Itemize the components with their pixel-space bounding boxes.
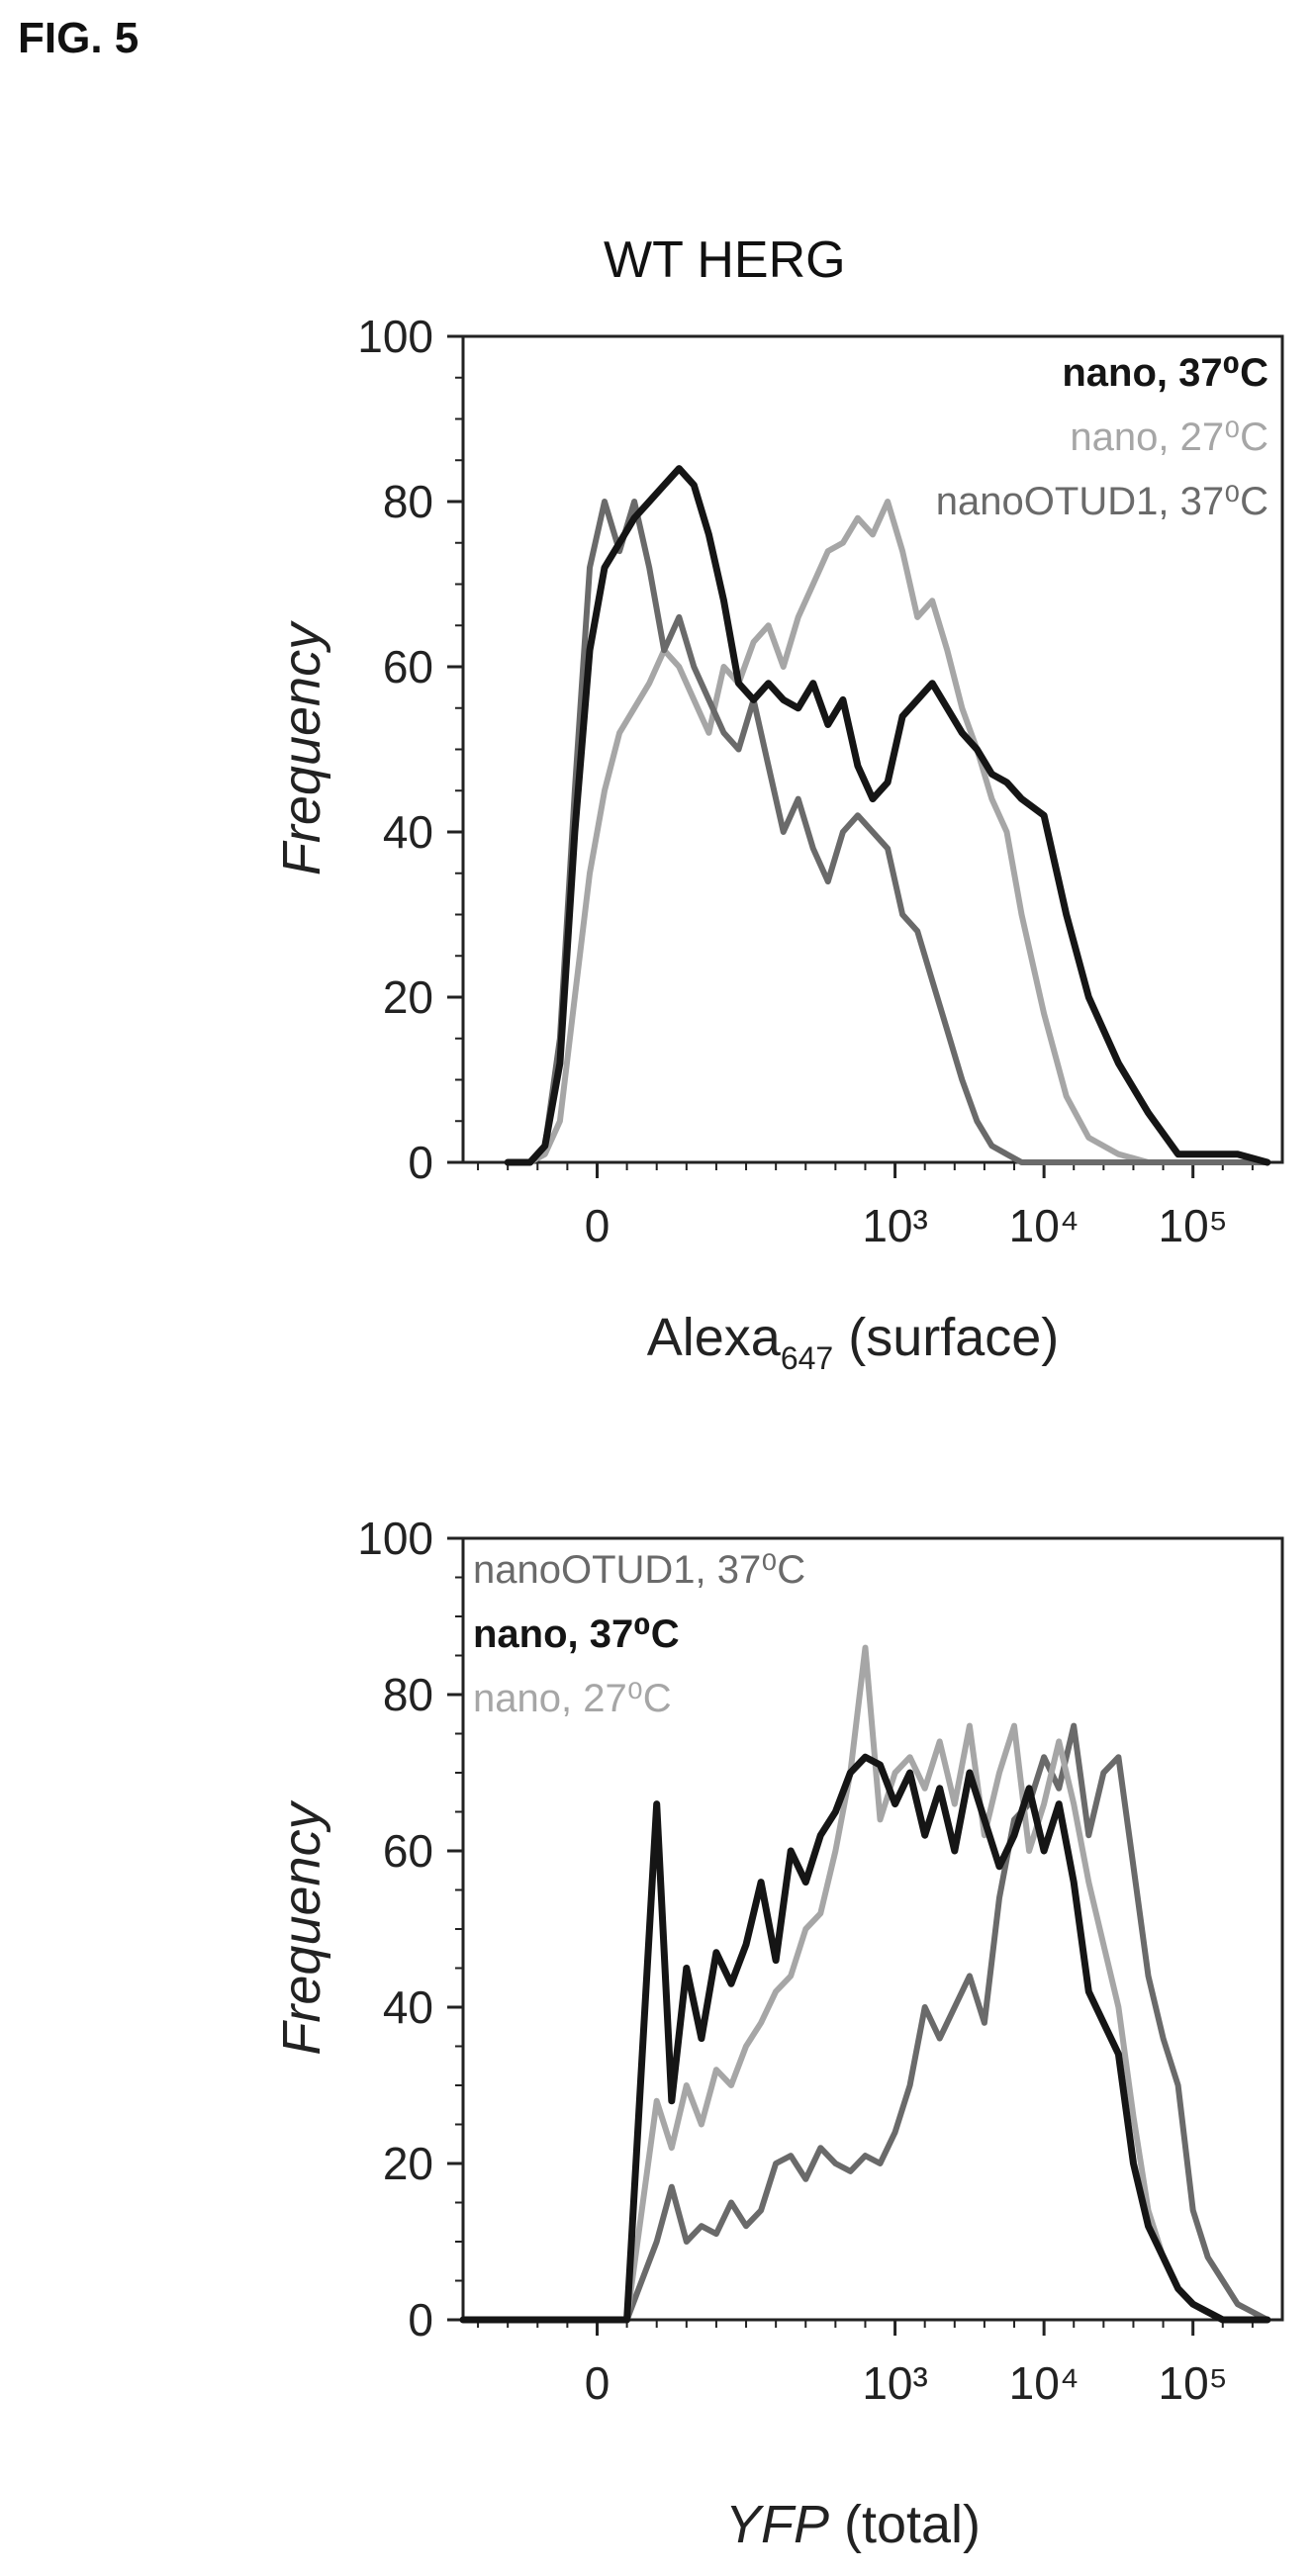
y-axis-label: Frequency bbox=[272, 1799, 331, 2055]
y-tick-label: 0 bbox=[408, 2294, 433, 2346]
x-tick-label: 0 bbox=[585, 1200, 610, 1251]
y-tick-label: 80 bbox=[383, 476, 433, 527]
y-tick-label: 100 bbox=[357, 1513, 433, 1564]
legend-entry: nano, 37⁰C bbox=[473, 1612, 680, 1656]
series-line-nanootud1-37-c bbox=[460, 1722, 1270, 2323]
x-axis-label: Alexa647 (surface) bbox=[647, 1308, 1060, 1376]
chart-title: WT HERG bbox=[604, 231, 846, 289]
series-line-nano-37-c bbox=[504, 465, 1271, 1166]
series-line-nano-27-c bbox=[505, 499, 1270, 1165]
plot-frame bbox=[461, 334, 1284, 1164]
legend-entry: nanoOTUD1, 37⁰C bbox=[473, 1548, 805, 1592]
y-tick-label: 40 bbox=[383, 806, 433, 858]
chart-panel-2: 0 20 40 60 80 100 0 10³ 10⁴ 10⁵ Frequency YFP (tota… bbox=[272, 1513, 1284, 2554]
y-tick-label: 60 bbox=[383, 641, 433, 692]
x-axis-label: YFP (total) bbox=[725, 2495, 981, 2554]
y-tick-label: 60 bbox=[383, 1825, 433, 1877]
y-tick-label: 100 bbox=[357, 311, 433, 362]
series-line-nanootud1-37-c bbox=[505, 499, 1270, 1165]
legend-entry: nano, 37⁰C bbox=[1062, 351, 1268, 395]
y-tick-label: 0 bbox=[408, 1137, 433, 1188]
x-tick-label: 10³ bbox=[862, 1200, 927, 1251]
legend-entry: nano, 27⁰C bbox=[473, 1677, 672, 1720]
x-tick-label: 10⁴ bbox=[1009, 2357, 1079, 2409]
y-axis-label: Frequency bbox=[272, 620, 331, 875]
x-tick-label: 0 bbox=[585, 2357, 610, 2409]
x-tick-label: 10³ bbox=[862, 2357, 927, 2409]
y-tick-label: 20 bbox=[383, 2138, 433, 2189]
x-tick-label: 10⁴ bbox=[1009, 1200, 1079, 1251]
legend-entry: nano, 27⁰C bbox=[1070, 415, 1268, 459]
chart-panel-1: WT HERG 0 20 40 60 80 100 0 10³ 10⁴ 10⁵ Frequency Al… bbox=[272, 231, 1284, 1376]
series-line-nano-37-c bbox=[459, 1753, 1271, 2324]
legend-entry: nanoOTUD1, 37⁰C bbox=[936, 480, 1268, 523]
x-tick-label: 10⁵ bbox=[1159, 2357, 1228, 2409]
y-tick-label: 20 bbox=[383, 971, 433, 1023]
x-tick-label: 10⁵ bbox=[1159, 1200, 1228, 1251]
y-tick-label: 80 bbox=[383, 1669, 433, 1720]
figure-label: FIG. 5 bbox=[18, 14, 140, 62]
y-tick-label: 40 bbox=[383, 1981, 433, 2033]
